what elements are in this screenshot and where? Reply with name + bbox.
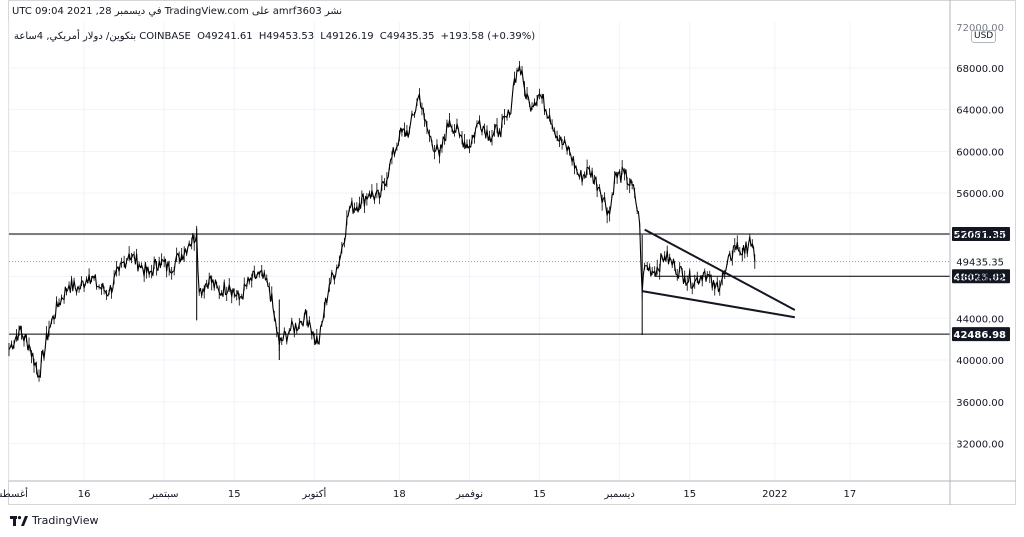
y-tick-label: 68000.00 — [956, 64, 1004, 75]
y-tick-label: 48000.00 — [956, 273, 1004, 284]
level-price-label: 52081.35 — [953, 230, 1006, 241]
y-tick-label: 32000.00 — [956, 439, 1004, 450]
tradingview-brand[interactable]: TradingView — [10, 514, 98, 527]
grid-lines — [8, 22, 950, 480]
x-tick-label: 17 — [844, 489, 857, 500]
x-tick-label: 15 — [228, 489, 241, 500]
close-value: C49435.35 — [379, 31, 435, 42]
x-tick-label: 15 — [683, 489, 696, 500]
symbol-ohlc-line: بتكوين/ دولار أمريكي, 4ساعة COINBASE O492… — [14, 31, 538, 42]
y-tick-label: 44000.00 — [956, 314, 1004, 325]
axes — [9, 0, 1016, 505]
x-tick-label: ديسمبر — [603, 489, 634, 500]
x-tick-label: 15 — [533, 489, 546, 500]
y-tick-label-top: 72000.00 — [956, 23, 1004, 34]
brand-name: TradingView — [32, 514, 99, 527]
x-tick-label: أغسطس — [0, 487, 28, 500]
level-price-label: 48025.82 — [953, 272, 1006, 283]
x-tick-label: نوفمبر — [455, 489, 483, 500]
y-tick-label: 60000.00 — [956, 147, 1004, 158]
trendlines[interactable] — [642, 228, 796, 319]
y-tick-label: 52000.00 — [956, 231, 1004, 242]
price-line — [8, 65, 756, 378]
currency-badge[interactable]: USD — [971, 30, 997, 43]
x-tick-label: سبتمبر — [149, 489, 179, 500]
exchange-name: COINBASE — [139, 31, 191, 42]
lower-wedge-line[interactable] — [642, 290, 796, 319]
x-tick-label: 16 — [78, 489, 91, 500]
level-price-label: 42486.98 — [953, 330, 1006, 341]
level-price-tag — [952, 327, 1010, 342]
y-tick-label: 40000.00 — [956, 356, 1004, 367]
price-series — [8, 60, 756, 382]
horizontal-levels[interactable]: 52081.35 48025.82 42486.98 — [9, 226, 1010, 342]
y-tick-label: 36000.00 — [956, 398, 1004, 409]
low-value: L49126.19 — [320, 31, 374, 42]
y-tick-label: 56000.00 — [956, 189, 1004, 200]
symbol-description: بتكوين/ دولار أمريكي, 4ساعة — [14, 31, 137, 42]
change-value: +193.58 (+0.39%) — [440, 31, 536, 42]
x-tick-label: 18 — [393, 489, 406, 500]
x-tick-label: 2022 — [762, 489, 787, 500]
x-tick-label: أكتوبر — [301, 487, 326, 500]
axis-labels: 32000.00 36000.00 40000.00 44000.00 48000.00… — [0, 23, 1004, 500]
upper-wedge-line[interactable] — [644, 228, 796, 311]
current-price-label: 49435.35 — [956, 258, 1004, 269]
high-value: H49453.53 — [258, 31, 315, 42]
open-value: O49241.61 — [197, 31, 253, 42]
countdown-label: 02:55:57 — [959, 270, 1004, 281]
published-info: نشر amrf3603 على TradingView.com في ديسم… — [12, 6, 343, 17]
y-tick-label: 64000.00 — [956, 106, 1004, 117]
level-price-tag — [952, 269, 1010, 284]
level-price-tag — [952, 226, 1010, 241]
tradingview-logo-icon — [10, 515, 28, 526]
